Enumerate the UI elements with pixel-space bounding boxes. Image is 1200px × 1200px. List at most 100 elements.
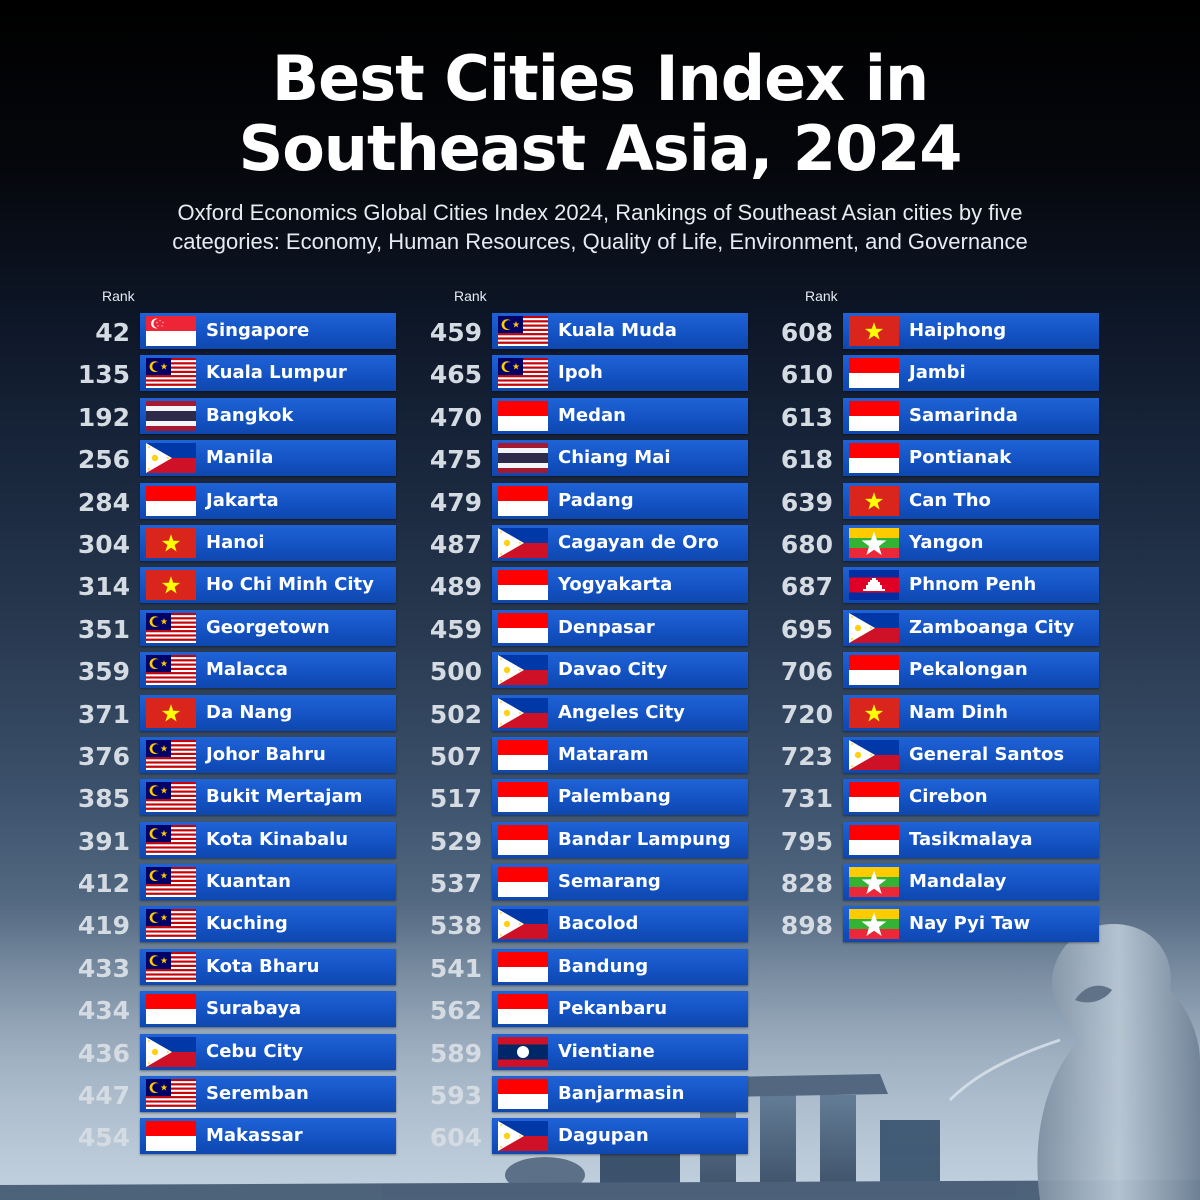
city-rank-row: 454 Makassar	[72, 1118, 412, 1160]
city-rank-row: 192 Bangkok	[72, 397, 412, 440]
city-name: Bandar Lampung	[558, 828, 731, 850]
city-bar: Jambi	[843, 355, 1099, 392]
indonesia-flag-icon	[498, 485, 548, 516]
city-bar: Seremban	[140, 1076, 396, 1113]
malaysia-flag-icon	[146, 867, 196, 898]
rank-number: 376	[77, 741, 130, 771]
rank-number: 589	[429, 1038, 482, 1068]
indonesia-flag-icon	[498, 867, 548, 898]
vietnam-flag-icon	[849, 697, 899, 728]
city-bar: Cagayan de Oro	[492, 524, 748, 561]
city-name: Bacolod	[558, 913, 639, 935]
rank-number: 731	[780, 784, 833, 814]
city-name: Angeles City	[558, 701, 685, 723]
city-bar: Samarinda	[843, 397, 1099, 434]
city-name: Cagayan de Oro	[558, 531, 719, 553]
myanmar-flag-icon	[849, 527, 899, 558]
city-bar: Georgetown	[140, 609, 396, 646]
city-bar: Haiphong	[843, 313, 1099, 349]
rank-header: Rank	[102, 288, 135, 304]
malaysia-flag-icon	[146, 824, 196, 855]
city-bar: Surabaya	[140, 991, 396, 1028]
city-bar: Banjarmasin	[492, 1076, 748, 1113]
city-bar: Bukit Mertajam	[140, 779, 396, 816]
city-name: Denpasar	[558, 616, 655, 638]
city-name: Pontianak	[909, 447, 1012, 469]
city-rank-row: 529 Bandar Lampung	[424, 821, 764, 864]
city-rank-row: 489 Yogyakarta	[424, 567, 764, 609]
page-subtitle: Oxford Economics Global Cities Index 202…	[60, 198, 1140, 256]
city-rank-row: 589 Vientiane	[424, 1033, 764, 1076]
malaysia-flag-icon	[146, 612, 196, 643]
rank-number: 639	[780, 487, 833, 517]
city-bar: Pekalongan	[843, 652, 1099, 689]
philippines-flag-icon	[146, 443, 196, 474]
city-rank-row: 828 Mandalay	[775, 864, 1115, 906]
rank-number: 459	[429, 318, 482, 347]
city-rank-row: 371 Da Nang	[72, 694, 412, 737]
city-rank-row: 459 Denpasar	[424, 609, 764, 652]
malaysia-flag-icon	[146, 782, 196, 813]
city-name: Kuala Lumpur	[206, 362, 347, 384]
city-bar: Medan	[492, 397, 748, 434]
city-name: Pekalongan	[909, 659, 1028, 681]
city-name: Tasikmalaya	[909, 828, 1033, 850]
city-name: Ho Chi Minh City	[206, 574, 374, 596]
rank-number: 42	[95, 318, 130, 347]
philippines-flag-icon	[498, 697, 548, 728]
city-rank-row: 898 Nay Pyi Taw	[775, 906, 1115, 948]
city-bar: Ho Chi Minh City	[140, 567, 396, 604]
city-bar: Pekanbaru	[492, 991, 748, 1028]
city-name: Kota Kinabalu	[206, 828, 349, 850]
malaysia-flag-icon	[146, 909, 196, 940]
city-name: Makassar	[206, 1125, 303, 1147]
city-rank-row: 412 Kuantan	[72, 864, 412, 906]
rank-number: 475	[429, 445, 482, 475]
city-name: Bandung	[558, 955, 649, 977]
city-rank-row: 479 Padang	[424, 482, 764, 525]
city-name: Semarang	[558, 871, 661, 893]
city-rank-row: 541 Bandung	[424, 948, 764, 991]
city-bar: Yangon	[843, 524, 1099, 561]
rank-number: 680	[780, 529, 833, 559]
city-name: Davao City	[558, 659, 668, 681]
city-rank-row: 502 Angeles City	[424, 694, 764, 737]
city-name: Manila	[206, 447, 274, 469]
city-bar: Tasikmalaya	[843, 821, 1099, 858]
rank-number: 192	[77, 402, 130, 432]
city-bar: Nay Pyi Taw	[843, 906, 1099, 943]
ranking-rows: 608 Haiphong 610 Jambi 613 Samarinda 618 Pontia…	[775, 313, 1115, 949]
city-rank-row: 507 Mataram	[424, 736, 764, 779]
city-rank-row: 436 Cebu City	[72, 1033, 412, 1076]
city-bar: Bacolod	[492, 906, 748, 943]
indonesia-flag-icon	[498, 951, 548, 982]
rank-number: 256	[77, 445, 130, 475]
rank-header: Rank	[805, 288, 838, 304]
city-bar: Denpasar	[492, 609, 748, 646]
city-rank-row: 695 Zamboanga City	[775, 609, 1115, 652]
city-name: Cirebon	[909, 786, 988, 808]
city-bar: Kuala Muda	[492, 313, 748, 349]
city-rank-row: 608 Haiphong	[775, 313, 1115, 355]
city-rank-row: 500 Davao City	[424, 652, 764, 694]
city-rank-row: 459 Kuala Muda	[424, 313, 764, 355]
title-line-1: Best Cities Index in	[271, 42, 929, 115]
rank-header: Rank	[454, 288, 487, 304]
rank-number: 371	[77, 699, 130, 729]
city-name: Yangon	[909, 531, 984, 553]
city-rank-row: 795 Tasikmalaya	[775, 821, 1115, 864]
city-bar: General Santos	[843, 736, 1099, 773]
subtitle-line-1: Oxford Economics Global Cities Index 202…	[177, 200, 1023, 225]
city-bar: Malacca	[140, 652, 396, 689]
rank-number: 898	[780, 911, 833, 941]
city-bar: Phnom Penh	[843, 567, 1099, 604]
city-name: Cebu City	[206, 1040, 304, 1062]
city-name: Can Tho	[909, 489, 991, 511]
indonesia-flag-icon	[849, 782, 899, 813]
rank-number: 795	[780, 826, 833, 856]
city-name: Mataram	[558, 743, 649, 765]
city-rank-row: 433 Kota Bharu	[72, 948, 412, 991]
city-name: Padang	[558, 489, 634, 511]
city-name: Jakarta	[206, 489, 279, 511]
indonesia-flag-icon	[849, 400, 899, 431]
